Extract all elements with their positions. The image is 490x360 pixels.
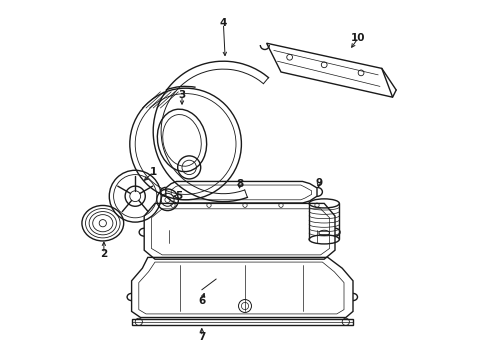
Text: 10: 10 [351,33,366,43]
Text: 4: 4 [220,18,227,28]
Text: 3: 3 [178,90,186,100]
Text: 2: 2 [100,249,107,259]
Text: 1: 1 [149,167,157,177]
Text: 9: 9 [315,178,322,188]
Text: 5: 5 [175,191,182,201]
Text: 7: 7 [198,332,205,342]
Text: 8: 8 [236,179,243,189]
Text: 6: 6 [198,296,205,306]
